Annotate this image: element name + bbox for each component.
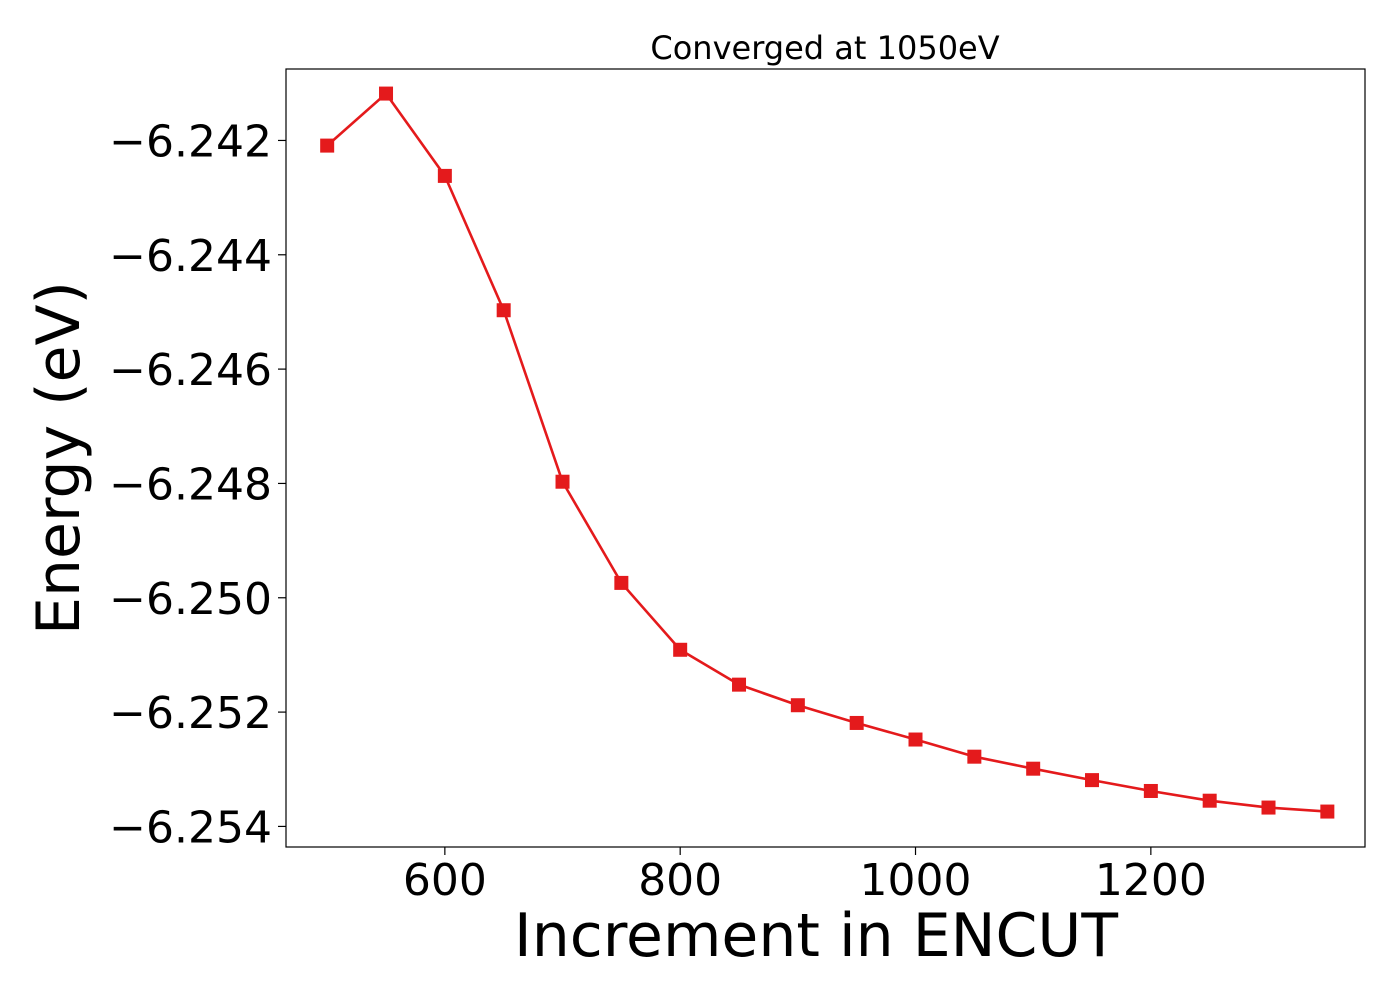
series-line	[326, 92, 1328, 813]
data-point	[555, 474, 570, 489]
data-point	[908, 732, 923, 747]
data-point	[790, 698, 805, 713]
data-point	[967, 749, 982, 764]
y-tick-label: −6.254	[109, 802, 272, 853]
data-point	[1261, 800, 1276, 815]
data-point	[849, 715, 864, 730]
y-tick-label: −6.250	[109, 574, 272, 625]
y-axis-label: Energy (eV)	[24, 281, 94, 635]
x-tick-label: 1000	[860, 855, 972, 906]
x-tick-label: 1200	[1095, 855, 1207, 906]
data-point	[320, 138, 335, 153]
plot-area	[320, 86, 1335, 819]
data-point	[1143, 783, 1158, 798]
data-point	[732, 677, 747, 692]
x-axis-label: Increment in ENCUT	[514, 901, 1118, 971]
data-point	[1202, 793, 1217, 808]
y-tick-label: −6.246	[109, 345, 272, 396]
data-point	[614, 575, 629, 590]
data-point	[1026, 761, 1041, 776]
y-tick-label: −6.248	[109, 459, 272, 510]
y-tick-label: −6.244	[109, 231, 272, 282]
data-point	[673, 642, 688, 657]
y-tick-label: −6.252	[109, 688, 272, 739]
x-axis: 600 800 1000 1200	[403, 847, 1207, 906]
data-point	[1320, 804, 1335, 819]
plot-frame	[285, 68, 1366, 848]
data-point	[1085, 773, 1100, 788]
data-point	[496, 303, 511, 318]
x-tick-label: 600	[403, 855, 487, 906]
data-point	[379, 86, 394, 101]
data-point	[437, 168, 452, 183]
chart-title: Converged at 1050eV	[650, 29, 999, 67]
x-tick-label: 800	[638, 855, 722, 906]
y-tick-label: −6.242	[109, 116, 272, 167]
y-axis: −6.242 −6.244 −6.246 −6.248 −6.250 −6.252 −6.2…	[109, 116, 286, 853]
